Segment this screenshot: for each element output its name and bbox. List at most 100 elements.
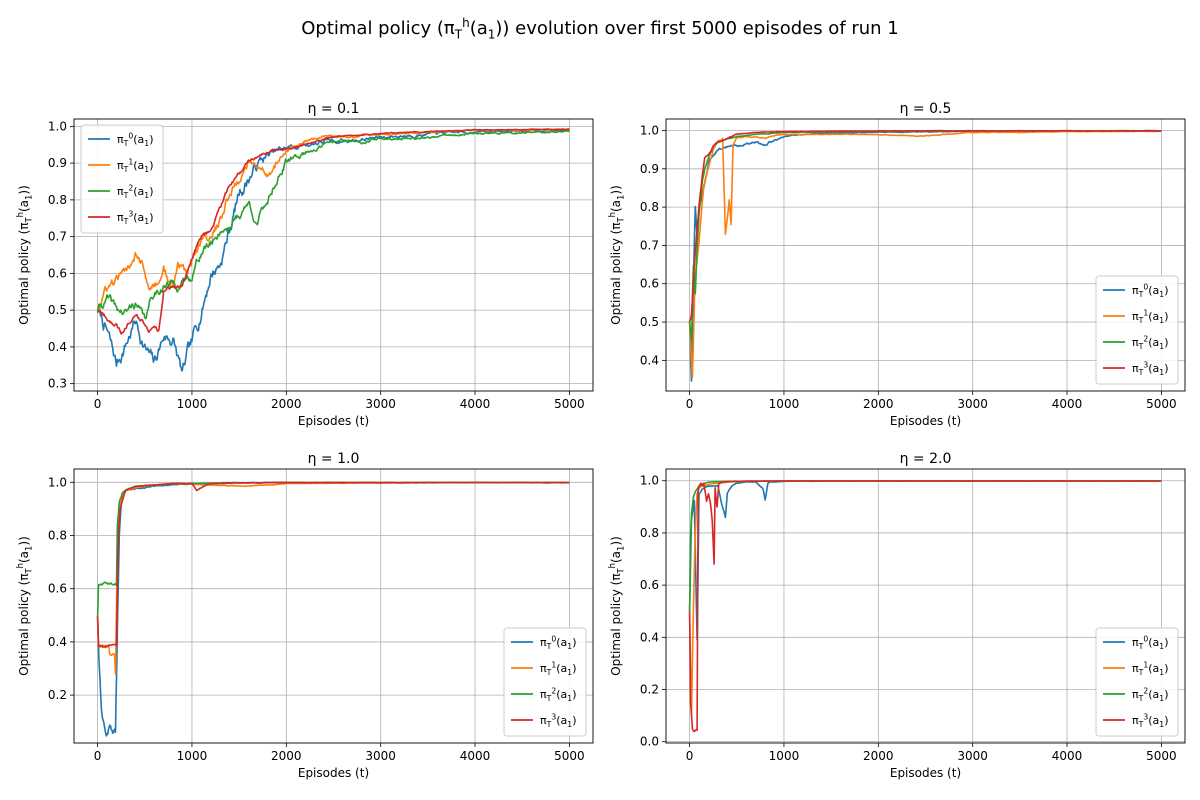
subplot-2: 0 1000 2000 3000 4000 5000 0.2 0.4 0.6 0.8 1.0 η = … [15,451,594,780]
y-tick-label: 0.6 [640,277,659,291]
x-tick-label: 1000 [177,397,208,411]
axes-frame [665,118,1186,392]
y-tick-label: 1.0 [48,475,67,489]
series-line-3 [97,128,570,335]
series-line-0 [96,481,570,737]
legend-label: πT1(a1) [1132,309,1168,325]
axes-frame [665,468,1186,744]
legend: πT0(a1) πT1(a1) πT2(a1) πT3(a1) [503,627,587,737]
y-tick-label: 0.6 [640,578,659,592]
y-tick-label: 0.2 [640,683,659,697]
series-line-0 [688,129,1162,382]
x-tick-label: 0 [94,397,102,411]
y-tick-label: 0.8 [640,526,659,540]
x-tick-label: 1000 [769,397,800,411]
legend-box [503,627,587,737]
x-tick-label: 5000 [1146,397,1177,411]
legend: πT0(a1) πT1(a1) πT2(a1) πT3(a1) [80,124,164,234]
y-tick-label: 0.2 [48,688,67,702]
series-line-1 [96,481,570,675]
series-line-3 [96,481,570,649]
series-line-3 [688,129,1162,322]
x-tick-label: 1000 [769,749,800,763]
legend-label: πT2(a1) [1132,335,1168,351]
series-line-2 [688,129,1162,342]
axes-frame [73,468,594,744]
series-line-1 [688,480,1162,717]
x-tick-label: 0 [686,749,694,763]
x-axis-label: Episodes (t) [298,766,369,780]
series-line-2 [96,481,570,617]
y-tick-label: 0.0 [640,735,659,749]
legend-label: πT2(a1) [540,687,576,703]
subplot-title: η = 0.5 [900,101,952,117]
series-line-2 [688,480,1162,612]
legend: πT0(a1) πT1(a1) πT2(a1) πT3(a1) [1095,275,1179,385]
legend-label: πT1(a1) [540,661,576,677]
x-tick-label: 2000 [271,749,302,763]
x-tick-label: 4000 [1052,749,1083,763]
x-tick-label: 4000 [460,749,491,763]
x-tick-label: 1000 [177,749,208,763]
x-tick-label: 5000 [554,397,585,411]
legend-label: πT0(a1) [1132,283,1168,299]
x-tick-label: 3000 [365,749,396,763]
y-tick-label: 0.5 [48,303,67,317]
y-tick-label: 0.8 [640,200,659,214]
y-tick-label: 0.9 [48,156,67,170]
x-tick-label: 5000 [554,749,585,763]
y-tick-label: 0.3 [48,377,67,391]
legend-box [1095,275,1179,385]
legend: πT0(a1) πT1(a1) πT2(a1) πT3(a1) [1095,627,1179,737]
x-tick-label: 4000 [1052,397,1083,411]
legend-label: πT2(a1) [117,184,153,200]
x-tick-label: 5000 [1146,749,1177,763]
subplot-title: η = 2.0 [900,451,952,467]
legend-box [80,124,164,234]
y-tick-label: 0.4 [640,353,659,367]
y-tick-label: 1.0 [640,474,659,488]
x-tick-label: 2000 [271,397,302,411]
legend-label: πT0(a1) [540,635,576,651]
subplot-1: 0 1000 2000 3000 4000 5000 0.4 0.5 0.6 0.7 0.8 0.9 1… [607,101,1186,428]
series-line-0 [96,128,570,372]
y-tick-label: 0.9 [640,162,659,176]
y-tick-label: 0.6 [48,582,67,596]
y-tick-label: 0.4 [640,630,659,644]
subplot-title: η = 1.0 [308,451,360,467]
y-tick-label: 0.6 [48,266,67,280]
x-tick-label: 2000 [863,397,894,411]
y-tick-label: 0.7 [640,238,659,252]
legend-box [1095,627,1179,737]
axes-frame [73,118,594,392]
y-tick-label: 1.0 [640,123,659,137]
legend-label: πT0(a1) [1132,635,1168,651]
series-line-0 [688,480,1162,641]
legend-label: πT2(a1) [1132,687,1168,703]
y-tick-label: 0.4 [48,340,67,354]
series-line-1 [688,130,1162,379]
legend-label: πT3(a1) [540,713,576,729]
x-tick-label: 0 [94,749,102,763]
y-axis-label: Optimal policy (πTh(a1)) [607,536,625,676]
y-tick-label: 0.5 [640,315,659,329]
series-line-2 [96,129,571,320]
x-tick-label: 4000 [460,397,491,411]
subplot-0: 0 1000 2000 3000 4000 5000 0.3 0.4 0.5 0.6 0.7 0.8 0… [15,101,594,428]
y-axis-label: Optimal policy (πTh(a1)) [15,536,33,676]
x-axis-label: Episodes (t) [890,414,961,428]
x-tick-label: 3000 [957,749,988,763]
x-axis-label: Episodes (t) [298,414,369,428]
x-axis-label: Episodes (t) [890,766,961,780]
y-tick-label: 0.7 [48,230,67,244]
legend-label: πT1(a1) [117,158,153,174]
legend-label: πT0(a1) [117,132,153,148]
x-tick-label: 2000 [863,749,894,763]
x-tick-label: 0 [686,397,694,411]
y-tick-label: 1.0 [48,119,67,133]
y-tick-label: 0.8 [48,193,67,207]
y-axis-label: Optimal policy (πTh(a1)) [607,185,625,325]
y-tick-label: 0.8 [48,529,67,543]
subplot-3: 0 1000 2000 3000 4000 5000 0.0 0.2 0.4 0.6 0.8 1.0 η… [607,451,1186,780]
